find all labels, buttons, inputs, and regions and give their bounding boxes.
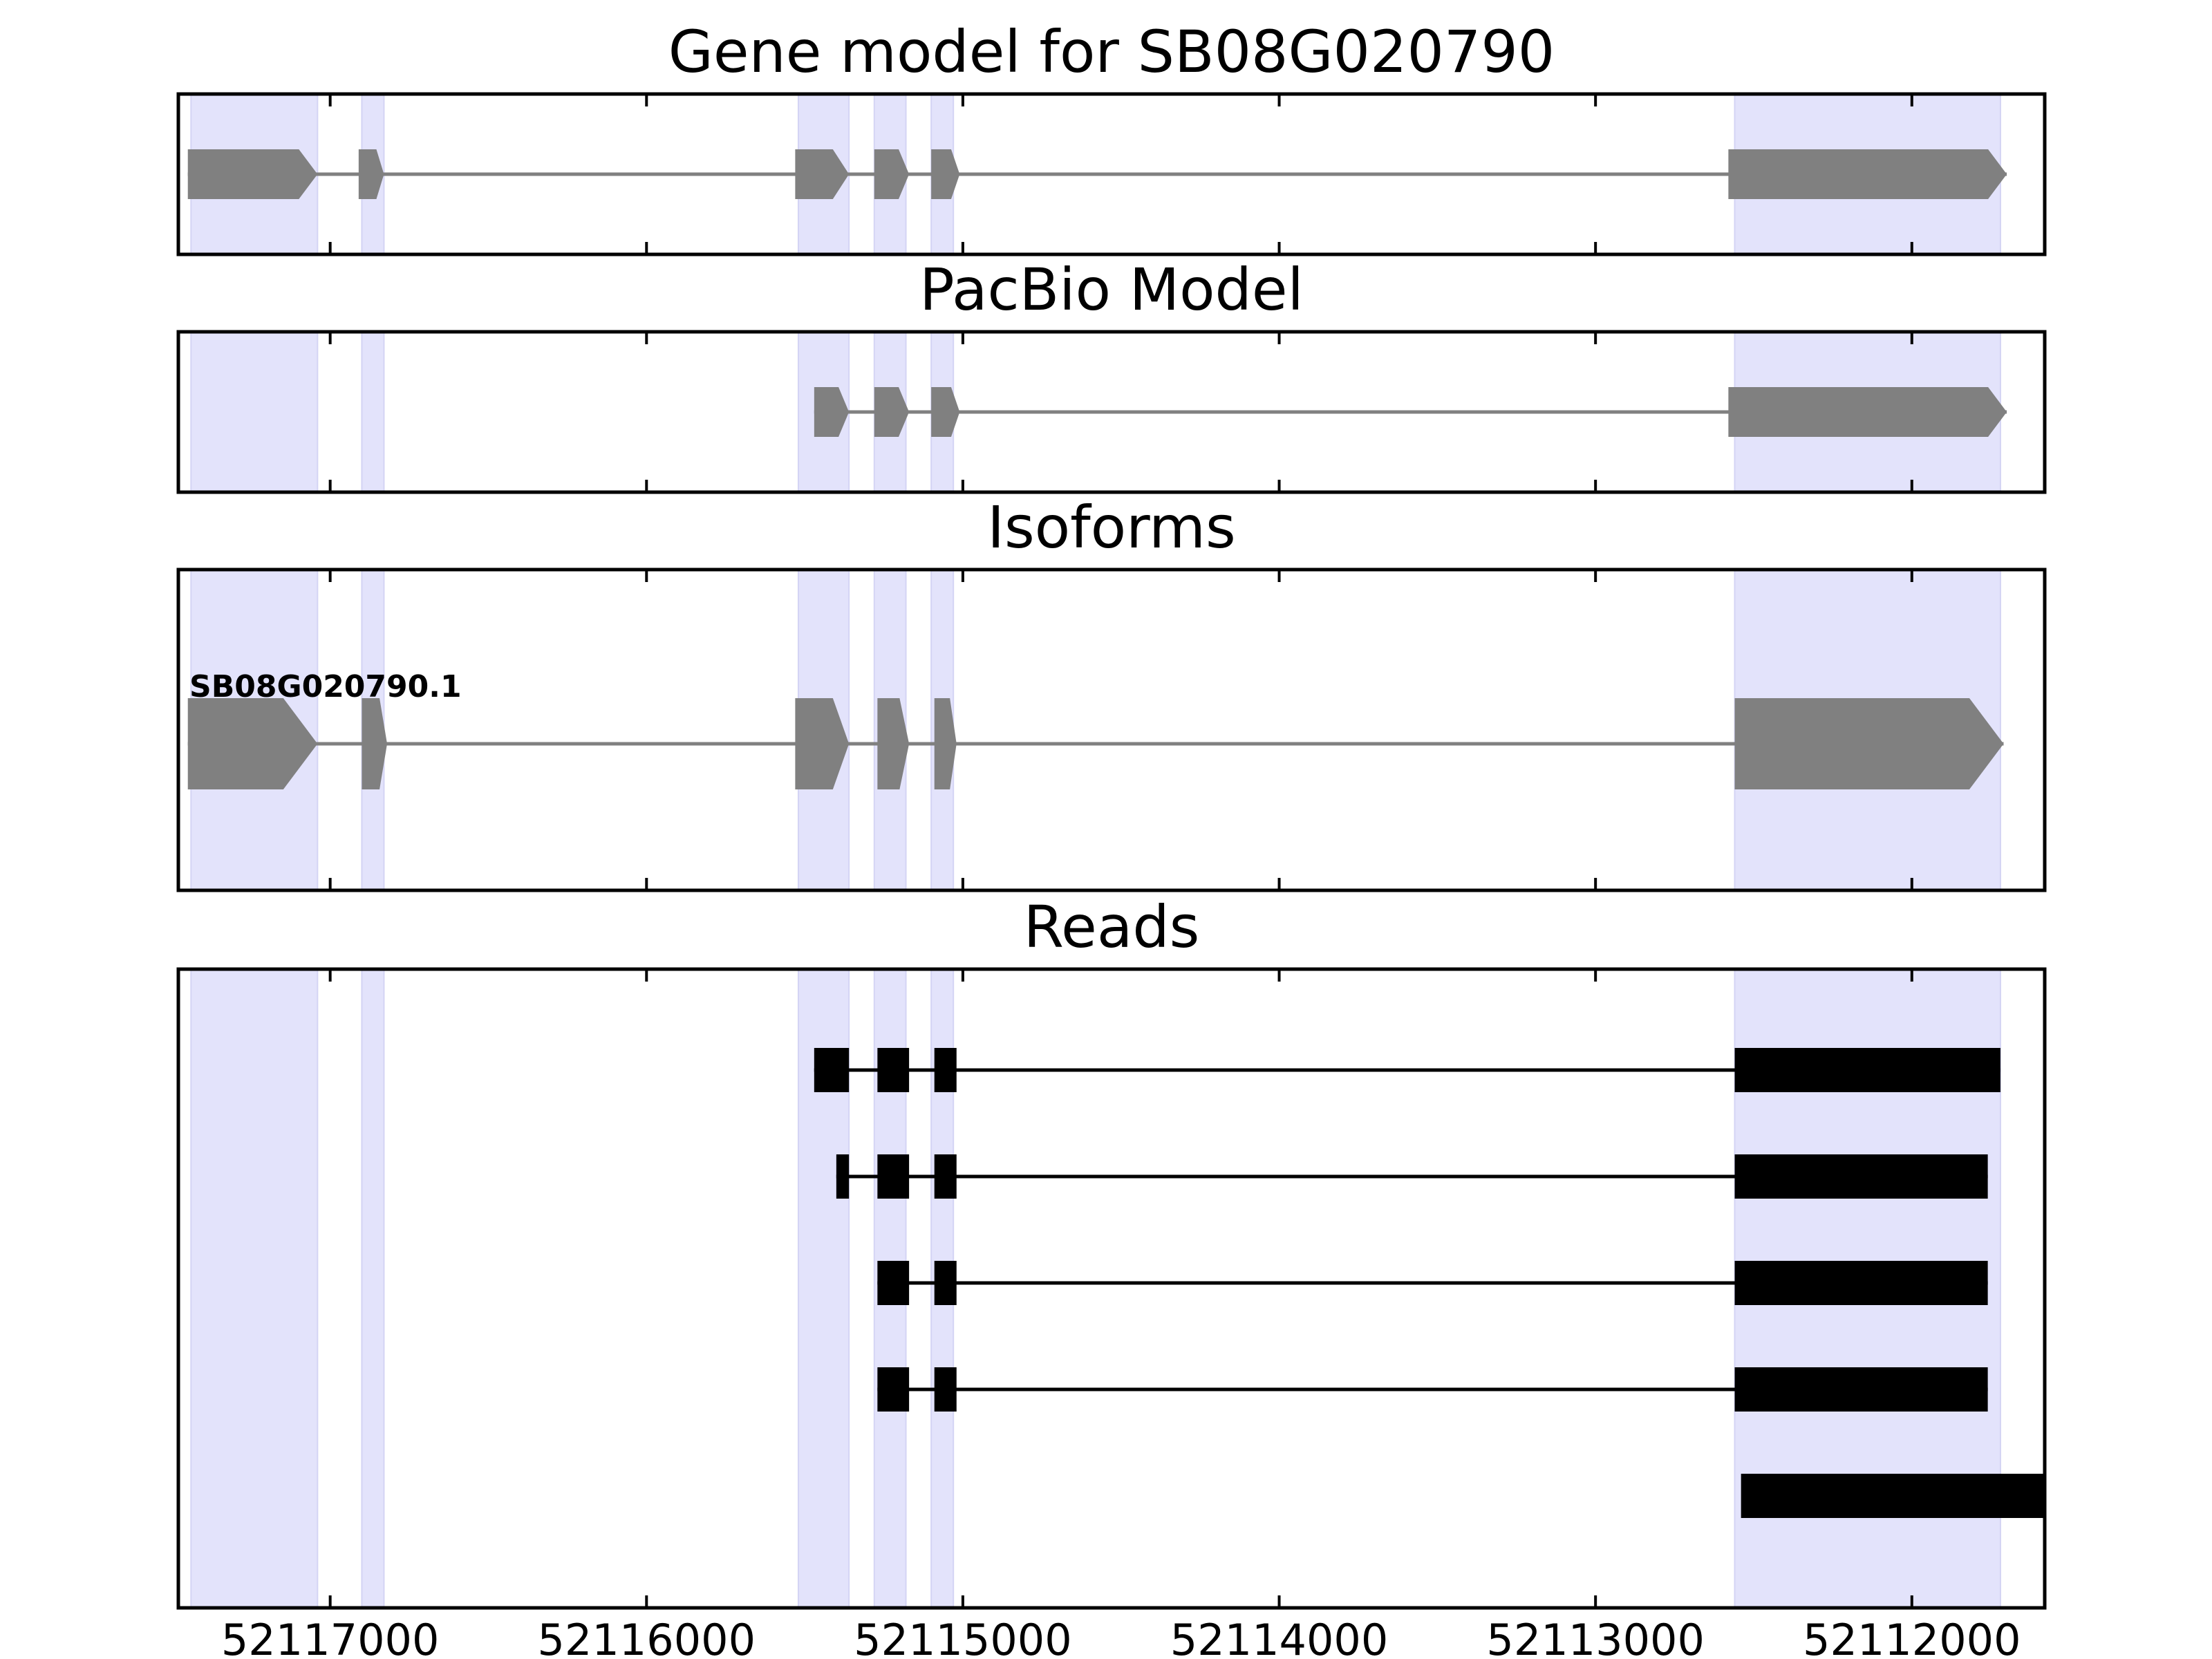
exon xyxy=(795,149,850,199)
exon xyxy=(187,149,318,199)
exon xyxy=(931,387,960,437)
isoforms-features xyxy=(187,698,2004,789)
reads-frame xyxy=(176,967,2047,1610)
gene-model-panel xyxy=(176,92,2047,256)
read-exon xyxy=(1734,1367,1988,1412)
pacbio-model-highlights xyxy=(190,331,2001,493)
read-exon xyxy=(1734,1048,2000,1092)
exon xyxy=(187,698,318,789)
exon xyxy=(1728,387,2007,437)
isoforms-highlights xyxy=(190,569,2001,891)
highlight-region xyxy=(361,968,385,1609)
gene-model-features xyxy=(187,149,2007,199)
isoforms-ticks xyxy=(328,570,1913,890)
read-exon xyxy=(877,1048,910,1092)
read-exon xyxy=(836,1154,850,1199)
read-exon xyxy=(877,1154,910,1199)
pacbio-model-ticks xyxy=(328,332,1913,492)
exon xyxy=(358,149,384,199)
read-exon xyxy=(877,1367,910,1412)
pacbio-model-frame xyxy=(176,330,2047,494)
exon xyxy=(1734,698,2004,789)
isoforms-panel: SB08G020790.1 xyxy=(176,568,2047,892)
reads-highlights xyxy=(190,968,2001,1609)
reads-features xyxy=(814,1048,2045,1518)
read-exon xyxy=(934,1367,957,1412)
exon xyxy=(874,149,910,199)
exon xyxy=(795,698,850,789)
highlight-region xyxy=(190,968,319,1609)
exon xyxy=(934,698,957,789)
reads-panel xyxy=(176,967,2047,1610)
read-exon xyxy=(814,1048,850,1092)
x-tick-label: 52112000 xyxy=(1803,1615,2021,1659)
pacbio-model-panel xyxy=(176,330,2047,494)
read-exon xyxy=(934,1048,957,1092)
exon xyxy=(877,698,910,789)
pacbio-model-features xyxy=(814,387,2007,437)
reads-ticks xyxy=(328,969,1913,1608)
reads-title: Reads xyxy=(1024,893,1200,961)
read-exon xyxy=(934,1154,957,1199)
exon xyxy=(874,387,910,437)
x-tick-label: 52116000 xyxy=(537,1615,756,1659)
isoforms-title: Isoforms xyxy=(987,494,1236,561)
read-exon xyxy=(1741,1474,2045,1518)
x-tick-label: 52115000 xyxy=(854,1615,1072,1659)
x-tick-label: 52114000 xyxy=(1170,1615,1389,1659)
highlight-region xyxy=(361,331,385,493)
read-exon xyxy=(1734,1154,1988,1199)
exon xyxy=(362,698,388,789)
read-exon xyxy=(1734,1261,1988,1305)
gene-model-frame xyxy=(176,92,2047,256)
read-exon xyxy=(934,1261,957,1305)
read-exon xyxy=(877,1261,910,1305)
isoform-label: SB08G020790.1 xyxy=(189,669,462,704)
exon xyxy=(931,149,960,199)
x-tick-label: 52117000 xyxy=(221,1615,440,1659)
x-axis-tick-labels: 52117000 52116000 52115000 52114000 52113000… xyxy=(221,1615,2021,1659)
exon xyxy=(814,387,850,437)
gene-model-title: Gene model for SB08G020790 xyxy=(668,18,1555,86)
isoforms-frame xyxy=(176,568,2047,892)
pacbio-model-title: PacBio Model xyxy=(919,256,1304,324)
gene-model-ticks xyxy=(328,94,1913,254)
x-tick-label: 52113000 xyxy=(1486,1615,1705,1659)
exon xyxy=(1728,149,2007,199)
highlight-region xyxy=(190,331,319,493)
